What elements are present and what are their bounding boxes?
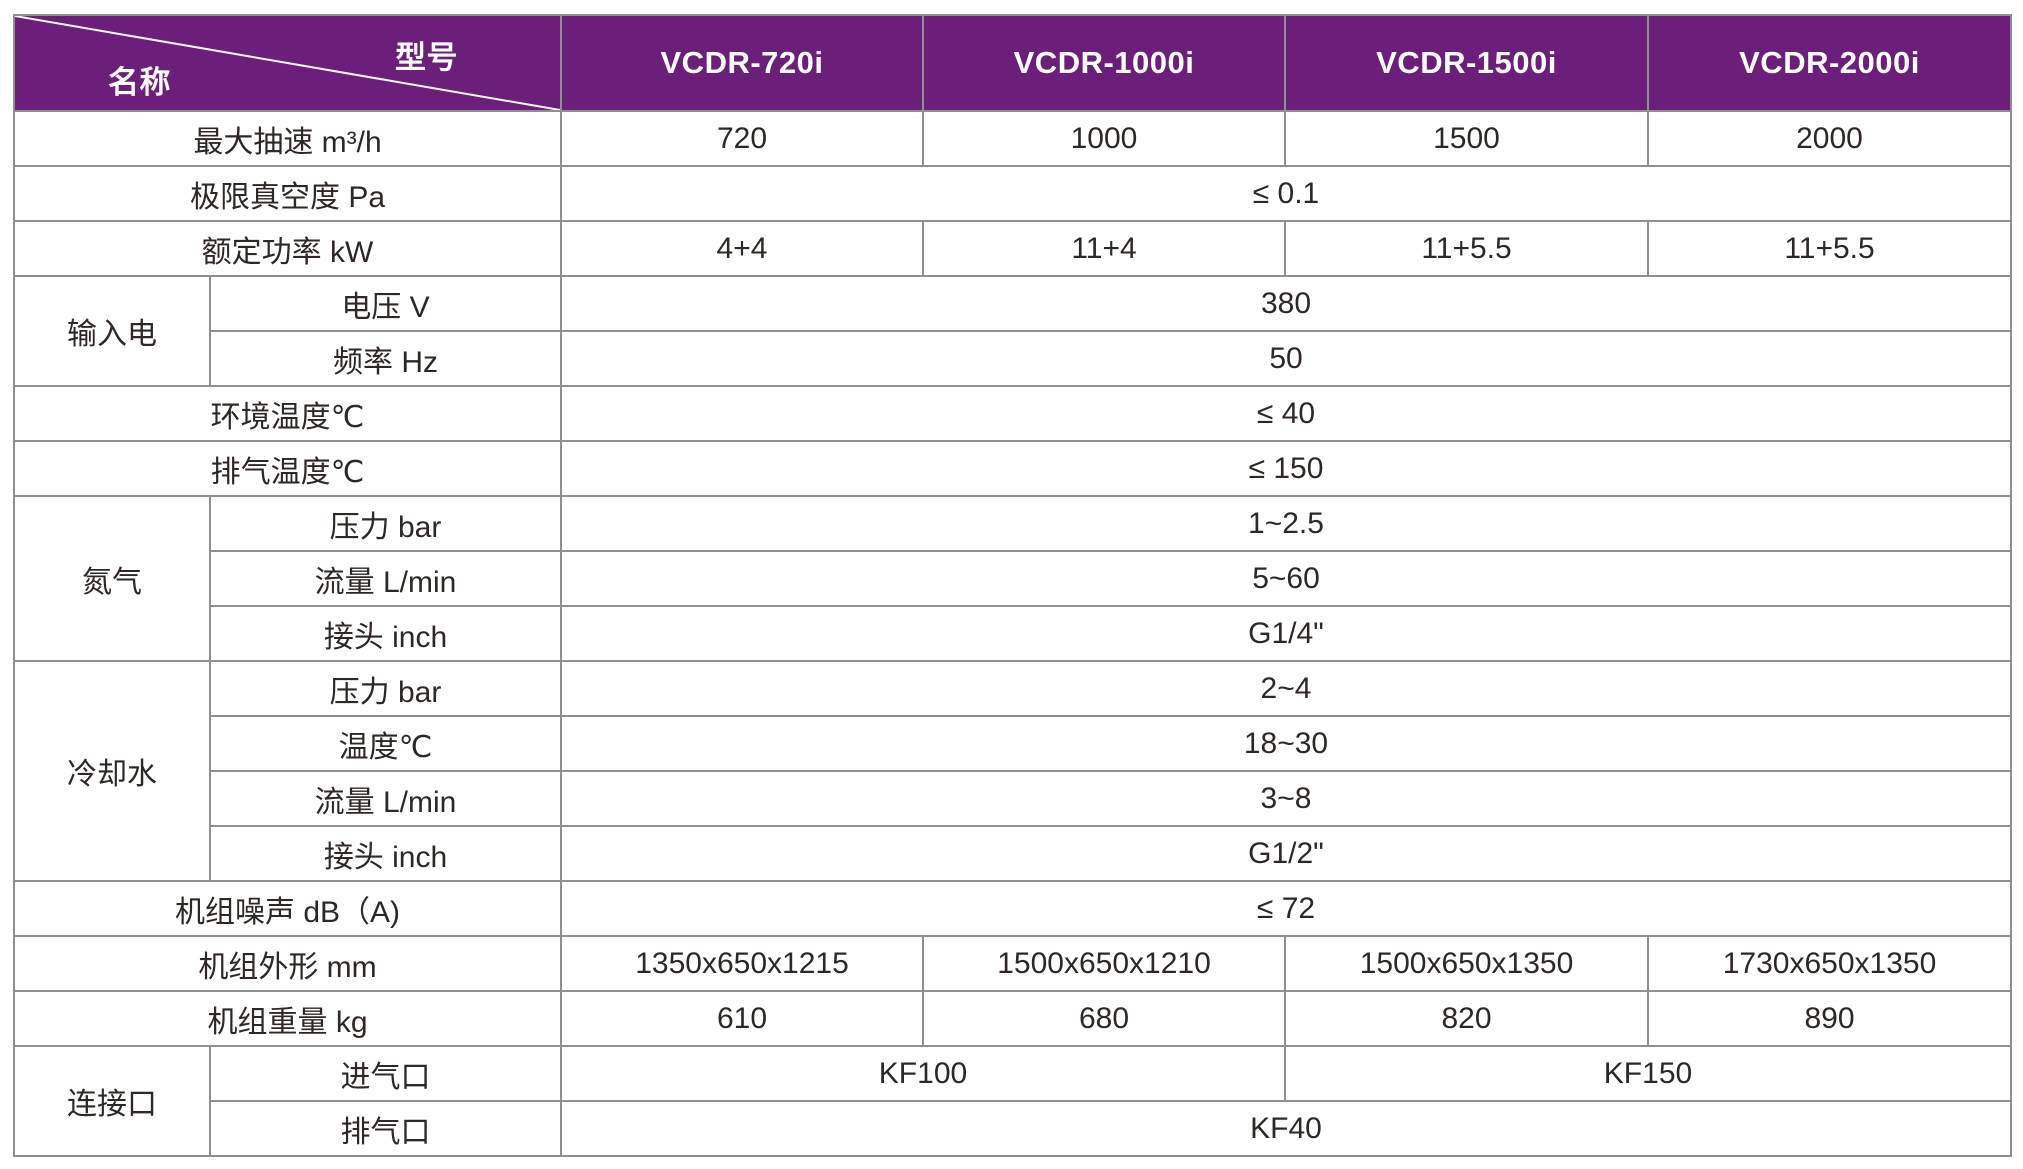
value-cell: 890 [1647,990,2012,1047]
row-ambient-temp: 环境温度℃ ≤ 40 [13,385,2012,442]
value-cell: 11+5.5 [1284,220,1649,277]
sub-label: 排气口 [209,1100,562,1157]
row-label: 机组重量 kg [13,990,562,1047]
value-cell: 680 [922,990,1286,1047]
sub-label: 接头 inch [209,825,562,882]
row-label: 环境温度℃ [13,385,562,442]
value-cell: 1000 [922,110,1286,167]
value-cell: 2000 [1647,110,2012,167]
merged-value-cell: KF40 [560,1100,2012,1157]
value-cell: 1350x650x1215 [560,935,924,992]
sub-label: 进气口 [209,1045,562,1102]
column-header-model-1: VCDR-720i [560,14,924,112]
row-cooling-pressure: 冷却水 压力 bar 2~4 [13,660,2012,882]
row-dimensions: 机组外形 mm 1350x650x1215 1500x650x1210 1500… [13,935,2012,992]
merged-value-cell: 380 [560,275,2012,332]
spec-sheet: 型号 名称 VCDR-720i VCDR-1000i VCDR-1500i VC… [13,14,2012,1157]
row-ports-outlet: 排气口 KF40 [14,1100,2012,1157]
sub-label: 电压 V [209,275,562,332]
merged-value-cell: 1~2.5 [560,495,2012,552]
value-cell: 1500x650x1350 [1284,935,1649,992]
merged-value-cell: KF150 [1284,1045,2012,1102]
row-nitrogen-flow: 流量 L/min 5~60 [14,550,2012,607]
row-noise: 机组噪声 dB（A) ≤ 72 [13,880,2012,937]
value-cell: 4+4 [560,220,924,277]
merged-value-cell: ≤ 40 [560,385,2012,442]
corner-label-name: 名称 [108,65,171,100]
merged-value-cell: KF100 [560,1045,1286,1102]
merged-value-cell: ≤ 0.1 [560,165,2012,222]
row-ports-inlet: 连接口 进气口 KF100 KF150 [13,1045,2012,1157]
row-label: 机组噪声 dB（A) [13,880,562,937]
value-cell: 820 [1284,990,1649,1047]
row-rated-power: 额定功率 kW 4+4 11+4 11+5.5 11+5.5 [13,220,2012,277]
row-label: 最大抽速 m³/h [13,110,562,167]
merged-value-cell: ≤ 150 [560,440,2012,497]
row-ultimate-vacuum: 极限真空度 Pa ≤ 0.1 [13,165,2012,222]
merged-value-cell: G1/2" [560,825,2012,882]
merged-value-cell: 3~8 [560,770,2012,827]
row-input-power-frequency: 频率 Hz 50 [14,330,2012,387]
row-weight: 机组重量 kg 610 680 820 890 [13,990,2012,1047]
column-header-model-3: VCDR-1500i [1284,14,1649,112]
column-header-model-2: VCDR-1000i [922,14,1286,112]
header-row: 型号 名称 VCDR-720i VCDR-1000i VCDR-1500i VC… [13,14,2012,112]
row-input-power-voltage: 输入电 电压 V 380 [13,275,2012,387]
row-label: 极限真空度 Pa [13,165,562,222]
value-cell: 610 [560,990,924,1047]
row-cooling-flow: 流量 L/min 3~8 [14,770,2012,827]
group-label-input-power: 输入电 [13,275,211,387]
value-cell: 11+5.5 [1647,220,2012,277]
row-cooling-connector: 接头 inch G1/2" [14,825,2012,882]
group-label-nitrogen: 氮气 [13,495,211,662]
merged-value-cell: 50 [560,330,2012,387]
corner-label-model: 型号 [395,40,458,75]
value-cell: 11+4 [922,220,1286,277]
sub-label: 压力 bar [209,495,562,552]
merged-value-cell: G1/4" [560,605,2012,662]
sub-label: 温度℃ [209,715,562,772]
row-max-speed: 最大抽速 m³/h 720 1000 1500 2000 [13,110,2012,167]
row-nitrogen-connector: 接头 inch G1/4" [14,605,2012,662]
value-cell: 1500x650x1210 [922,935,1286,992]
row-label: 机组外形 mm [13,935,562,992]
merged-value-cell: 2~4 [560,660,2012,717]
sub-label: 频率 Hz [209,330,562,387]
header-corner-cell: 型号 名称 [13,14,562,112]
sub-label: 流量 L/min [209,770,562,827]
sub-label: 接头 inch [209,605,562,662]
column-header-model-4: VCDR-2000i [1647,14,2012,112]
sub-label: 流量 L/min [209,550,562,607]
value-cell: 720 [560,110,924,167]
group-label-cooling-water: 冷却水 [13,660,211,882]
row-nitrogen-pressure: 氮气 压力 bar 1~2.5 [13,495,2012,662]
row-label: 额定功率 kW [13,220,562,277]
sub-label: 压力 bar [209,660,562,717]
value-cell: 1500 [1284,110,1649,167]
diagonal-divider-line [15,16,560,110]
value-cell: 1730x650x1350 [1647,935,2012,992]
row-label: 排气温度℃ [13,440,562,497]
row-cooling-temperature: 温度℃ 18~30 [14,715,2012,772]
merged-value-cell: ≤ 72 [560,880,2012,937]
merged-value-cell: 5~60 [560,550,2012,607]
merged-value-cell: 18~30 [560,715,2012,772]
spec-table: 型号 名称 VCDR-720i VCDR-1000i VCDR-1500i VC… [13,14,2012,1157]
row-exhaust-temp: 排气温度℃ ≤ 150 [13,440,2012,497]
group-label-ports: 连接口 [13,1045,211,1157]
